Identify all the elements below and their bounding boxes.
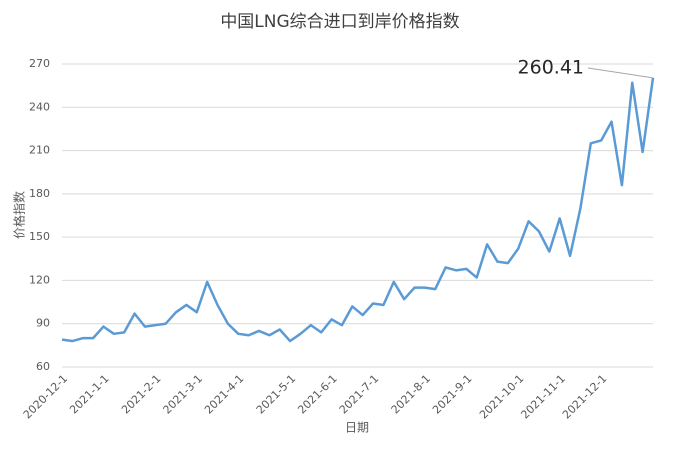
x-axis-title: 日期 xyxy=(345,421,369,435)
x-tick-label: 2021-5-1 xyxy=(254,372,299,417)
chart-title: 中国LNG综合进口到岸价格指数 xyxy=(220,12,459,32)
y-tick-label: 60 xyxy=(36,360,50,373)
x-tick-label: 2021-4-1 xyxy=(202,372,247,417)
y-tick-label: 210 xyxy=(29,144,50,157)
x-tick-label: 2021-8-1 xyxy=(389,372,434,417)
x-tick-label: 2021-6-1 xyxy=(295,372,340,417)
line xyxy=(61,77,655,343)
x-tick-label: 2021-1-1 xyxy=(67,372,112,417)
x-tick-label: 2021-2-1 xyxy=(119,372,164,417)
y-tick-label: 270 xyxy=(29,57,50,70)
x-tick-label: 2020-12-1 xyxy=(21,372,70,421)
x-tick-label: 2021-3-1 xyxy=(161,372,206,417)
y-tick-label: 90 xyxy=(36,317,50,330)
x-tick-label: 2021-7-1 xyxy=(337,372,382,417)
y-tick-label: 240 xyxy=(29,100,50,113)
y-tick-label: 120 xyxy=(29,273,50,286)
y-axis-title: 价格指数 xyxy=(12,191,27,239)
data-label: 260.41 xyxy=(518,57,584,79)
y-tick-label: 180 xyxy=(29,187,50,200)
y-tick-label: 150 xyxy=(29,230,50,243)
leader-line xyxy=(587,67,654,79)
x-tick-label: 2021-9-1 xyxy=(430,372,475,417)
x-tick-label: 2021-12-1 xyxy=(560,372,609,421)
